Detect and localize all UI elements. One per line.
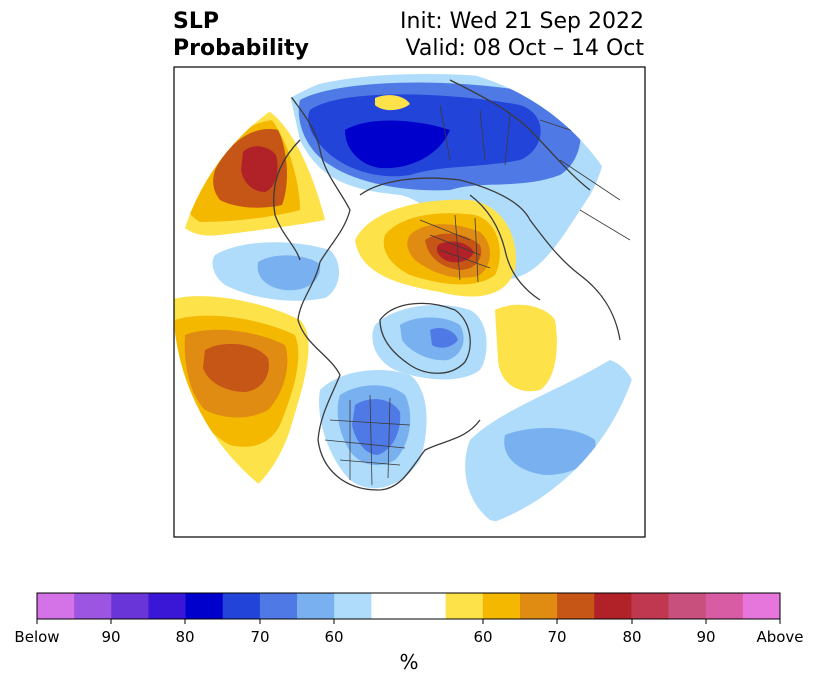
colorbar-segment xyxy=(594,593,632,619)
tick-label: Above xyxy=(756,628,804,646)
colorbar-segment xyxy=(74,593,112,619)
tick-label: 90 xyxy=(696,628,716,646)
blue-anomaly-atlantic-mid xyxy=(504,428,596,475)
coastlines xyxy=(273,79,621,491)
colorbar-segment xyxy=(297,593,335,619)
colorbar-segment xyxy=(185,593,224,619)
colorbar-unit: % xyxy=(399,650,419,674)
tick-label: 80 xyxy=(175,628,195,646)
yellow-patch-arctic xyxy=(375,95,410,111)
colorbar-segment xyxy=(408,593,447,619)
title-line-1: SLP xyxy=(173,9,219,34)
tick-label: Below xyxy=(14,628,60,646)
title-line-2: Probability xyxy=(173,36,309,61)
blue-anomaly-pacific-mid xyxy=(257,255,321,291)
map-title: SLP Probability xyxy=(173,8,309,62)
warm-anomaly-center-red xyxy=(436,241,474,263)
map-field xyxy=(174,67,645,537)
colorbar-segment xyxy=(445,593,484,619)
colorbar-outline xyxy=(36,592,781,620)
colorbar-segment xyxy=(742,593,781,619)
colorbar-segment xyxy=(482,593,521,619)
warm-anomaly-upper-left-red xyxy=(241,146,278,192)
colorbar-segment xyxy=(631,593,670,619)
valid-range: Valid: 08 Oct – 14 Oct xyxy=(405,36,644,61)
colorbar-tick-labels: Below 90 80 70 60 60 70 80 90 Above xyxy=(0,628,819,648)
warm-anomaly-lower-left-rust xyxy=(203,343,269,392)
colorbar xyxy=(36,592,781,624)
init-date: Init: Wed 21 Sep 2022 xyxy=(400,9,644,34)
colorbar-segment xyxy=(334,593,372,619)
map-frame xyxy=(173,66,646,538)
colorbar-segment xyxy=(222,593,261,619)
colorbar-segment xyxy=(111,593,149,619)
borders xyxy=(324,99,631,486)
colorbar-segment xyxy=(519,593,558,619)
tick-label: 70 xyxy=(250,628,270,646)
tick-label: 70 xyxy=(547,628,567,646)
tick-label: 90 xyxy=(101,628,121,646)
colorbar-segment xyxy=(148,593,187,619)
colorbar-segment xyxy=(705,593,744,619)
colorbar-segment xyxy=(668,593,707,619)
blue-anomaly-north-america-dark xyxy=(352,399,401,455)
map-subtitle: Init: Wed 21 Sep 2022 Valid: 08 Oct – 14… xyxy=(400,8,644,62)
blue-anomaly-greenland-dark xyxy=(430,328,458,348)
colorbar-segment xyxy=(371,593,409,619)
blue-anomaly-siberia-core xyxy=(345,120,450,169)
tick-label: 60 xyxy=(473,628,493,646)
colorbar-segment xyxy=(557,593,595,619)
warm-anomaly-right xyxy=(495,304,557,392)
tick-label: 60 xyxy=(324,628,344,646)
colorbar-segment xyxy=(37,593,75,619)
tick-label: 80 xyxy=(622,628,642,646)
colorbar-segment xyxy=(259,593,298,619)
